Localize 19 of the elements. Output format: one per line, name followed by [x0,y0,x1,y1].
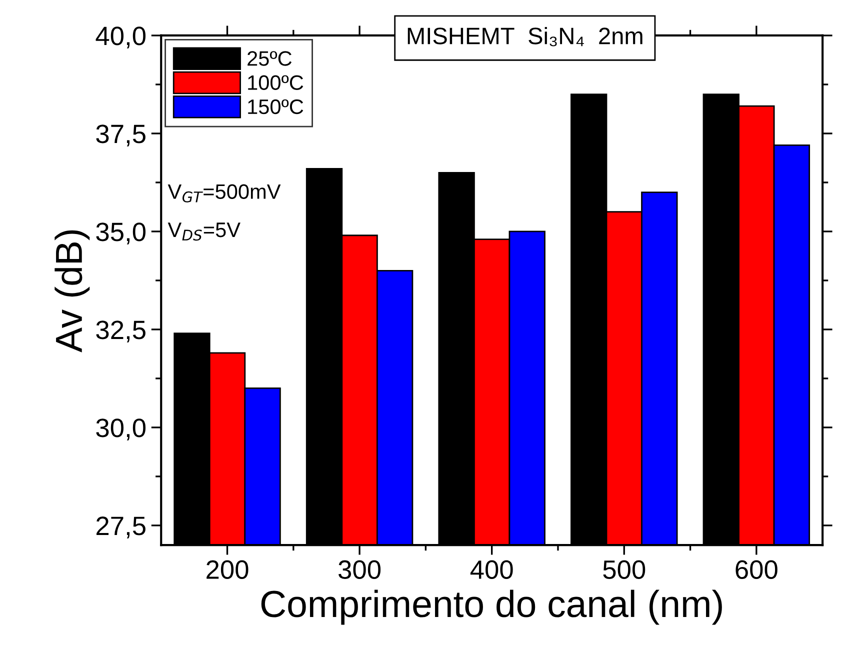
x-tick-label: 400 [470,560,513,579]
x-tick-label: 600 [736,560,778,579]
legend-label: 25ºC [248,51,292,66]
chart-title: MISHEMT Si₃N₄ 2nm [408,27,642,46]
legend-label: 100ºC [248,75,304,90]
y-tick-label: 40,0 [96,26,146,48]
y-tick-label: 37,5 [96,124,146,146]
y-tick-label: 35,0 [96,222,146,244]
y-axis-title: Av (dB) [54,230,90,352]
y-tick-label: 30,0 [96,418,146,440]
y-tick-label: 32,5 [96,320,146,342]
x-tick-label: 200 [206,560,248,579]
annotation: V$_{GT}$=500mV [168,184,281,202]
x-axis-title: Comprimento do canal (nm) [261,590,722,625]
x-tick-label: 300 [338,560,381,579]
annotation: V$_{DS}$=5V [168,222,240,241]
x-tick-label: 500 [603,560,646,579]
legend-label: 150ºC [248,99,304,114]
y-tick-label: 27,5 [96,516,146,538]
